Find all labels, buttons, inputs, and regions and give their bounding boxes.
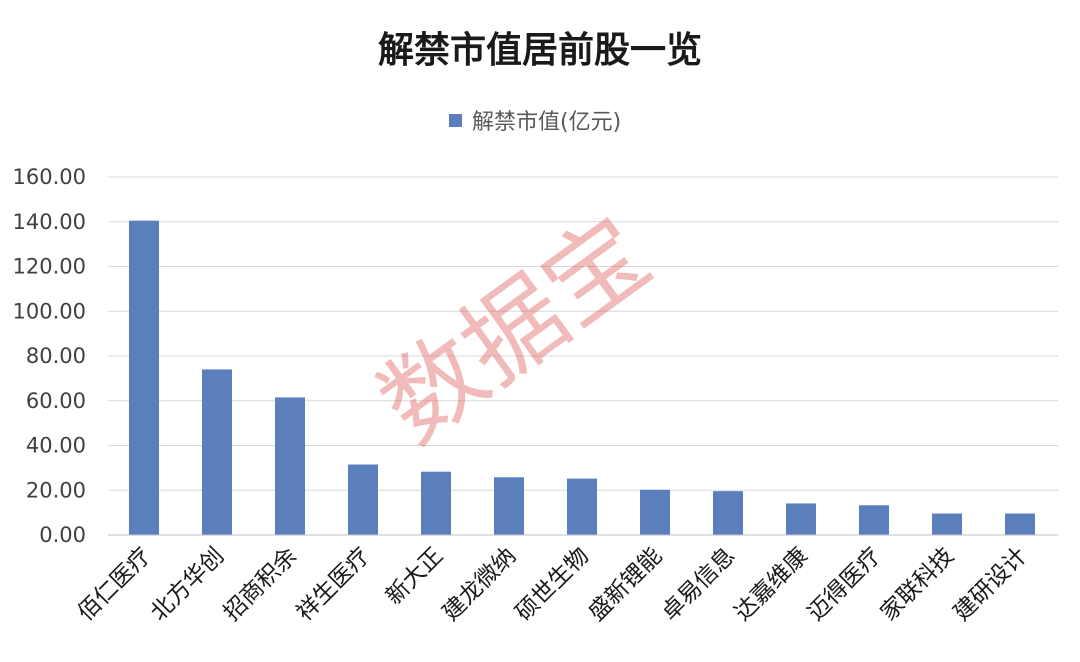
y-tick-label: 140.00	[13, 210, 86, 234]
x-tick-label: 硕世生物	[511, 543, 594, 626]
bar	[786, 503, 816, 535]
x-tick-label: 招商积余	[219, 543, 302, 626]
y-tick-label: 20.00	[26, 478, 86, 502]
y-tick-label: 60.00	[26, 389, 86, 413]
bar	[859, 505, 889, 535]
bars	[129, 220, 1035, 535]
x-tick-label: 达嘉维康	[730, 543, 813, 626]
x-tick-label: 家联科技	[876, 543, 959, 626]
legend-swatch	[449, 114, 462, 127]
bar	[1005, 513, 1035, 535]
x-tick-label: 建龙微纳	[438, 543, 521, 626]
gridlines	[108, 176, 1058, 491]
x-tick-label: 新大正	[381, 543, 448, 610]
x-tick-label: 佰仁医疗	[73, 543, 156, 626]
x-tick-label: 建研设计	[949, 543, 1032, 626]
y-axis-ticks: 0.00 20.00 40.00 60.00 80.00 100.00 120.00 140.…	[13, 165, 86, 547]
y-tick-label: 160.00	[13, 165, 86, 189]
legend: 解禁市值(亿元)	[449, 110, 621, 135]
bar	[713, 491, 743, 535]
bar	[275, 397, 305, 535]
bar	[567, 478, 597, 535]
bar	[348, 464, 378, 535]
y-tick-label: 0.00	[39, 523, 86, 547]
bar	[129, 220, 159, 535]
bar	[640, 489, 670, 535]
y-tick-label: 100.00	[13, 299, 86, 323]
y-tick-label: 120.00	[13, 255, 86, 279]
bar	[494, 477, 524, 535]
x-tick-label: 卓易信息	[657, 543, 740, 626]
x-tick-label: 迈得医疗	[803, 543, 886, 626]
chart-title: 解禁市值居前股一览	[378, 30, 702, 71]
watermark-text: 数据宝	[359, 195, 670, 466]
x-tick-label: 北方华创	[146, 543, 229, 626]
x-tick-label: 祥生医疗	[292, 543, 375, 626]
bar	[421, 471, 451, 535]
y-tick-label: 80.00	[26, 344, 86, 368]
x-tick-label: 盛新锂能	[584, 543, 667, 626]
bar	[932, 513, 962, 535]
legend-label: 解禁市值(亿元)	[472, 110, 621, 135]
bar	[202, 369, 232, 535]
y-tick-label: 40.00	[26, 434, 86, 458]
